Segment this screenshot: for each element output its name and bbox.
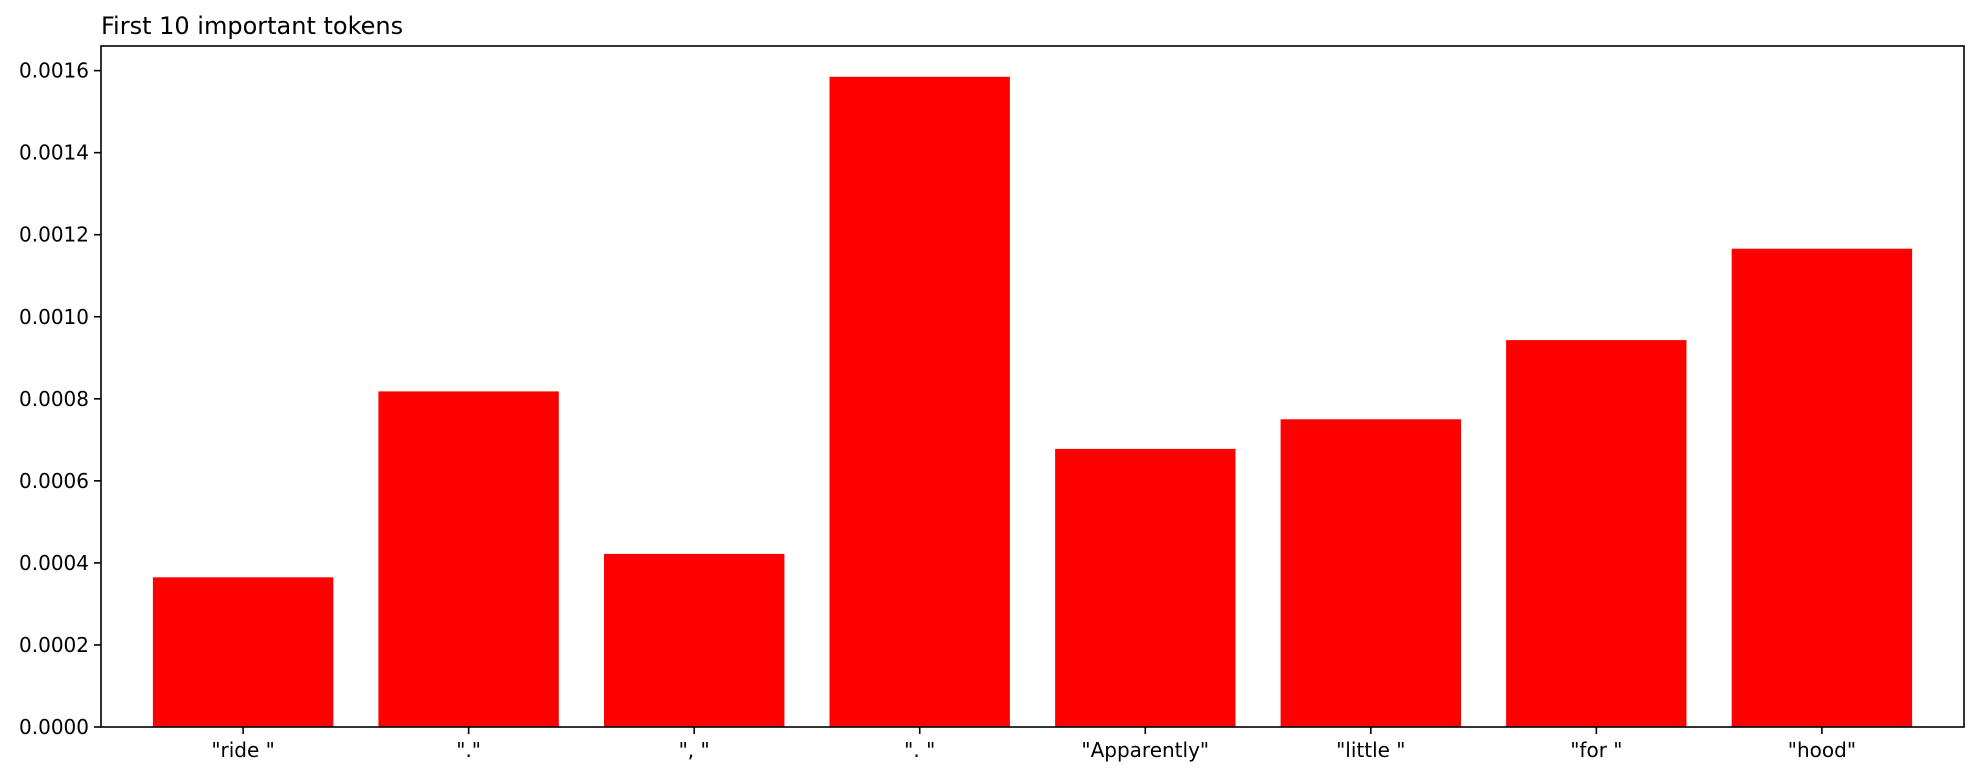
plot-frame (100, 45, 1965, 728)
x-tick-label: "ride " (211, 738, 275, 762)
bar-5 (1280, 419, 1461, 727)
y-tick-label: 0.0014 (19, 141, 89, 165)
x-tick-label: "Apparently" (1081, 738, 1209, 762)
bars-group (152, 76, 1913, 728)
x-tick-label: "little " (1336, 738, 1405, 762)
bar-2 (604, 553, 785, 727)
bar-1 (378, 391, 559, 727)
y-axis: 0.0000 0.0002 0.0004 0.0006 0.0008 0.0010 0.00… (19, 59, 101, 739)
x-tick-label: ". " (904, 738, 935, 762)
y-tick-label: 0.0010 (19, 305, 89, 329)
x-tick-label: "." (456, 738, 481, 762)
x-tick-label: ", " (679, 738, 710, 762)
y-tick-label: 0.0012 (19, 223, 89, 247)
y-tick-label: 0.0004 (19, 551, 89, 575)
y-tick-label: 0.0000 (19, 715, 89, 739)
bar-3 (829, 76, 1010, 728)
y-tick-label: 0.0002 (19, 633, 89, 657)
chart-title: First 10 important tokens (101, 12, 403, 40)
bar-6 (1506, 340, 1687, 727)
x-axis: "ride " "." ", " ". " "Apparently" "little " "… (211, 727, 1856, 762)
bar-0 (152, 577, 334, 727)
bar-4 (1055, 448, 1236, 727)
y-tick-label: 0.0008 (19, 387, 89, 411)
y-tick-label: 0.0006 (19, 469, 89, 493)
bar-7 (1731, 248, 1913, 727)
x-tick-label: "for " (1570, 738, 1622, 762)
y-tick-label: 0.0016 (19, 59, 89, 83)
x-tick-label: "hood" (1788, 738, 1856, 762)
